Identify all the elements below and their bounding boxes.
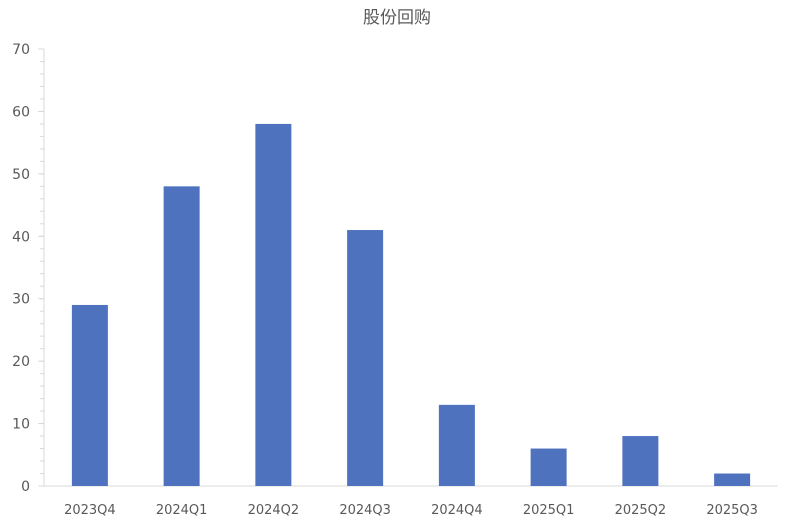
bar-2025Q3	[714, 473, 751, 486]
x-tick-label: 2025Q3	[706, 503, 758, 518]
bar-2024Q2	[255, 123, 292, 487]
x-tick-label: 2023Q4	[64, 503, 116, 518]
y-tick-label: 20	[12, 354, 30, 370]
x-tick-label: 2024Q4	[431, 503, 483, 518]
x-tick-label: 2025Q1	[523, 503, 575, 518]
x-tick-label: 2024Q3	[339, 503, 391, 518]
y-tick-label: 50	[12, 167, 30, 183]
x-tick-label: 2024Q1	[156, 503, 208, 518]
y-tick-label: 60	[12, 104, 30, 120]
y-tick-label: 10	[12, 417, 30, 433]
bar-2025Q1	[530, 448, 567, 486]
y-tick-label: 30	[12, 292, 30, 308]
bar-2024Q3	[347, 230, 384, 486]
chart-title: 股份回购	[363, 8, 431, 28]
y-tick-label: 40	[12, 229, 30, 245]
x-tick-label: 2025Q2	[615, 503, 667, 518]
x-tick-label: 2024Q2	[248, 503, 300, 518]
bar-2025Q2	[622, 436, 659, 486]
y-tick-label: 0	[21, 479, 30, 495]
bar-2024Q4	[438, 404, 475, 486]
bar-2024Q1	[163, 186, 200, 487]
bar-2023Q4	[71, 304, 108, 486]
y-tick-label: 70	[12, 42, 30, 58]
